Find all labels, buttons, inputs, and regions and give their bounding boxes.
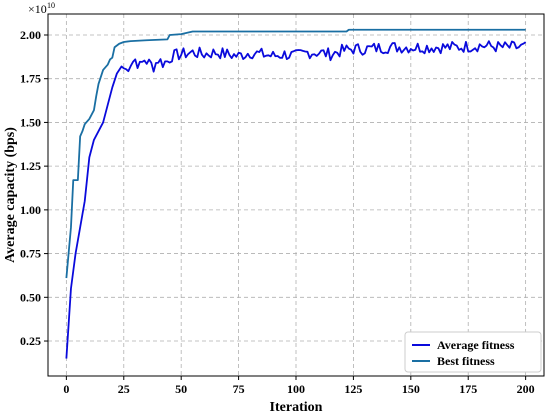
grid: [48, 14, 544, 376]
x-tick-label: 150: [402, 382, 420, 396]
x-axis-label: Iteration: [270, 400, 323, 415]
series-lines: [65, 28, 527, 359]
x-tick-label: 25: [118, 382, 130, 396]
series-line-best-fitness: [65, 28, 526, 279]
series-line-average-fitness: [65, 40, 527, 359]
y-tick-label: 1.50: [20, 115, 41, 129]
x-axis-ticks: 0 25 50 75 100 125 150 175 200: [63, 376, 535, 396]
y-scale-exponent: ×10 10: [28, 1, 55, 16]
legend-box: [404, 331, 542, 373]
x-tick-label: 200: [517, 382, 535, 396]
x-tick-label: 50: [175, 382, 187, 396]
y-axis-label: Average capacity (bps): [3, 127, 18, 263]
y-tick-label: 2.00: [20, 28, 41, 42]
y-tick-label: 1.00: [20, 203, 41, 217]
y-tick-label: 0.25: [20, 334, 41, 348]
legend: Average fitness Best fitness: [404, 331, 542, 373]
y-tick-label: 1.25: [20, 159, 41, 173]
x-tick-label: 125: [344, 382, 362, 396]
y-axis-ticks: 0.25 0.50 0.75 1.00 1.25 1.50 1.75 2.00: [20, 28, 48, 348]
svg-text:10: 10: [47, 1, 55, 10]
y-tick-label: 0.50: [20, 290, 41, 304]
x-tick-label: 0: [63, 382, 69, 396]
x-tick-label: 175: [459, 382, 477, 396]
x-tick-label: 100: [287, 382, 305, 396]
svg-text:×10: ×10: [28, 2, 47, 16]
legend-label-best-fitness: Best fitness: [437, 354, 495, 368]
x-tick-label: 75: [233, 382, 245, 396]
legend-label-average-fitness: Average fitness: [437, 338, 515, 352]
y-tick-label: 1.75: [20, 72, 41, 86]
y-tick-label: 0.75: [20, 247, 41, 261]
